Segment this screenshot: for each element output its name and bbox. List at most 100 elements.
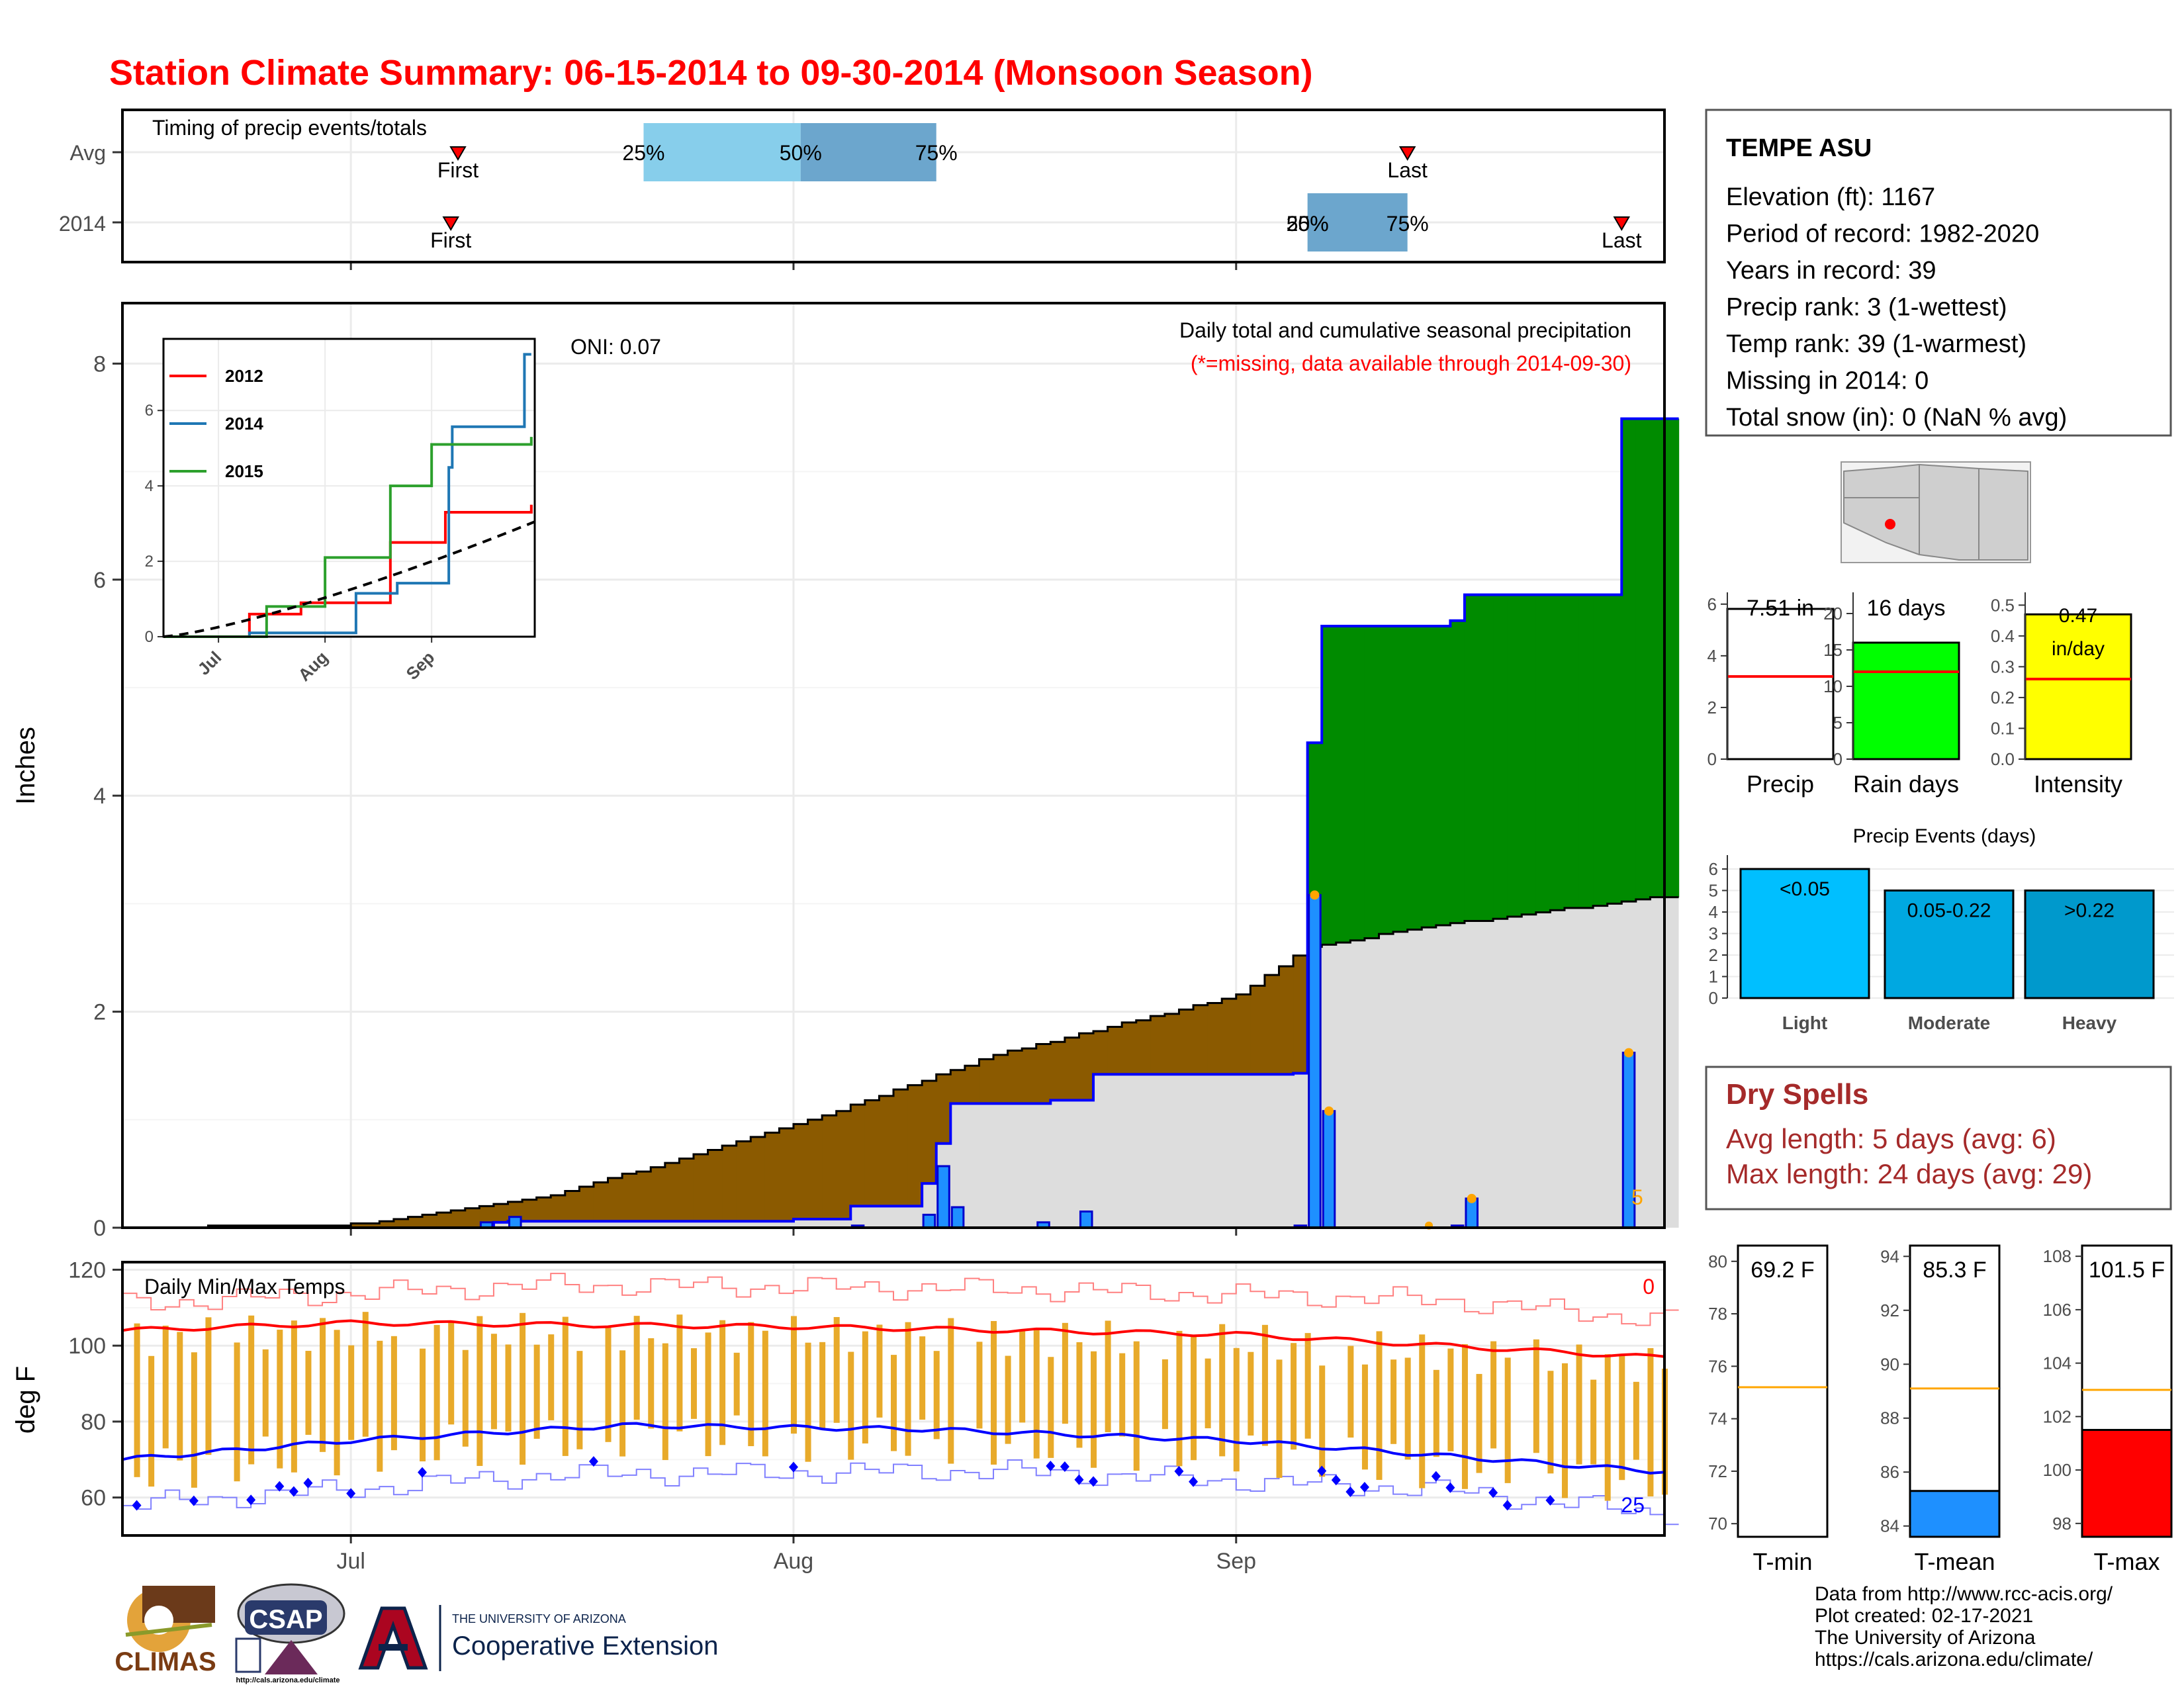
surplus-area: [1435, 625, 1451, 926]
inset-series-2015: [163, 437, 533, 638]
mini-bar-tick-label: 0.0: [1991, 749, 2015, 769]
daily-temp-bar: [1233, 1348, 1240, 1472]
avg-50-75-bar: [800, 123, 936, 181]
daily-temp-bar: [690, 1348, 697, 1419]
daily-temp-bar: [605, 1326, 612, 1442]
climas-line-icon: [125, 1623, 212, 1637]
deficit-area: [379, 1221, 394, 1228]
deficit-area: [864, 1100, 880, 1207]
temp-bar-tick-label: 108: [2043, 1246, 2071, 1266]
temp-y-axis-label: deg F: [11, 1366, 40, 1434]
avg-first-marker: [449, 146, 467, 161]
temp-y-tick-label: 100: [68, 1334, 106, 1359]
precip-event-category: Heavy: [2062, 1013, 2117, 1033]
daily-temp-bar: [305, 1351, 312, 1435]
daily-temp-bar: [1062, 1322, 1068, 1424]
lower-cumulative-area: [122, 897, 1679, 1228]
station-info-line: Years in record: 39: [1726, 257, 1936, 285]
page-title: Station Climate Summary: 06-15-2014 to 0…: [109, 53, 1313, 93]
record-low-marker: [132, 1500, 142, 1511]
deficit-area: [693, 1154, 709, 1222]
y2014-first-marker: [442, 216, 459, 231]
mini-bar-tick-label: 2: [1707, 698, 1717, 717]
surplus-area: [1522, 594, 1537, 915]
deficit-area: [1279, 966, 1294, 1075]
daily-temp-bar: [433, 1324, 440, 1461]
station-info-line: Precip rank: 3 (1-wettest): [1726, 294, 2007, 322]
avg-first-label: First: [437, 158, 478, 182]
station-info-line: Period of record: 1982-2020: [1726, 220, 2039, 248]
ua-a-icon: [358, 1606, 428, 1670]
dry-spells-title: Dry Spells: [1726, 1078, 1868, 1111]
avg-q50-label: 50%: [780, 141, 822, 165]
daily-temp-bar: [320, 1318, 326, 1452]
oni-label: ONI: 0.07: [570, 335, 661, 359]
daily-temp-bar: [562, 1316, 569, 1456]
csap-bars-icon: [235, 1637, 261, 1673]
deficit-area: [1193, 1005, 1208, 1075]
deficit-area: [1093, 1030, 1109, 1075]
deficit-area: [536, 1197, 551, 1222]
daily-temp-bar: [134, 1323, 140, 1477]
record-low-marker: [275, 1481, 285, 1492]
surplus-area: [1621, 418, 1637, 902]
deficit-area: [1222, 999, 1237, 1075]
footer-line: The University of Arizona: [1815, 1627, 2036, 1649]
daily-temp-bar: [362, 1312, 369, 1437]
footer-line: https://cals.arizona.edu/climate/: [1815, 1649, 2093, 1670]
mini-bar-label: Precip: [1747, 770, 1814, 798]
temp-bar-tick-label: 102: [2043, 1406, 2071, 1426]
daily-temp-bar: [1647, 1348, 1654, 1496]
record-low-marker: [1502, 1500, 1512, 1511]
mini-bar-intensity: [2024, 613, 2132, 760]
precip-event-range: 0.05-0.22: [1907, 900, 1991, 922]
record-low-marker: [1074, 1474, 1084, 1485]
surplus-area: [1379, 625, 1394, 935]
daily-temp-bar: [705, 1332, 711, 1457]
precip-events-tick-label: 2: [1709, 945, 1718, 965]
daily-temp-bar: [748, 1322, 754, 1447]
inset-legend-label: 2014: [225, 414, 263, 434]
temp-x-tick-label: Jul: [336, 1549, 365, 1574]
daily-temp-bar: [848, 1351, 854, 1460]
daily-temp-bar: [1304, 1333, 1311, 1439]
mini-bar-label: Rain days: [1853, 770, 1959, 798]
deficit-area: [579, 1186, 594, 1222]
surplus-area: [1464, 594, 1480, 921]
temp-bar-tick-label: 80: [1708, 1252, 1727, 1271]
surplus-area: [1493, 594, 1508, 919]
average-cumulative-line: [122, 896, 1679, 1229]
temp-bar-value: 85.3 F: [1923, 1257, 1986, 1283]
daily-temp-bar: [991, 1320, 997, 1465]
deficit-area: [351, 1223, 366, 1228]
daily-temp-bar: [248, 1315, 255, 1465]
record-low-marker: [1359, 1481, 1369, 1492]
inset-y-tick-label: 2: [145, 553, 154, 571]
deficit-area: [522, 1199, 537, 1222]
daily-temp-bar: [790, 1316, 797, 1434]
mini-bar-rain-days: [1852, 641, 1960, 760]
daily-temp-bar: [148, 1355, 155, 1487]
surplus-area: [1607, 594, 1622, 904]
inset-y-tick-label: 0: [145, 628, 154, 646]
csap-badge: [245, 1600, 327, 1635]
daily-temp-bar: [719, 1320, 726, 1445]
daily-temp-bar: [648, 1338, 655, 1429]
deficit-area: [408, 1216, 423, 1228]
deficit-area: [736, 1141, 751, 1222]
deficit-area: [1079, 1033, 1094, 1101]
daily-temp-bar: [1261, 1324, 1268, 1446]
mini-bar-tick-label: 5: [1833, 713, 1843, 733]
surplus-area: [1664, 418, 1680, 897]
daily-temp-bar: [1005, 1355, 1011, 1444]
daily-precip-marker: [1310, 890, 1320, 900]
temp-bar-t-mean: [1909, 1490, 2001, 1538]
temp-bar-tick-label: 86: [1880, 1462, 1899, 1482]
daily-temp-bar: [1533, 1339, 1539, 1453]
mini-bar-value: 7.51 in: [1747, 596, 1814, 621]
mini-bar-value: 16 days: [1866, 596, 1945, 621]
daily-temp-bar: [1361, 1364, 1368, 1470]
deficit-area: [922, 1081, 937, 1184]
